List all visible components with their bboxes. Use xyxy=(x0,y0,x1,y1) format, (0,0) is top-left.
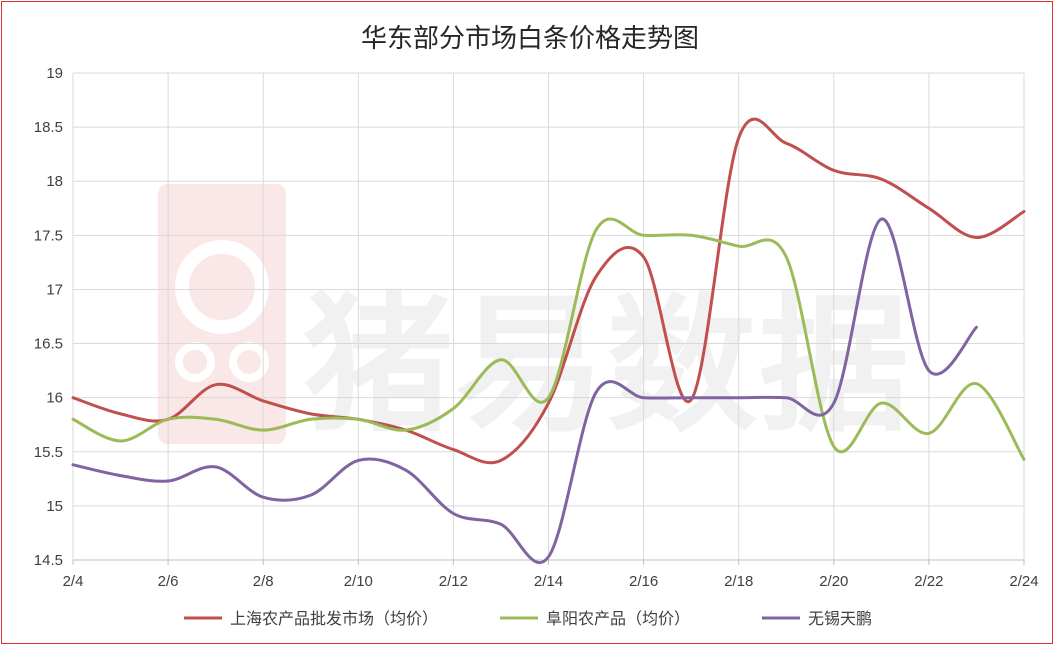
series-line-1 xyxy=(71,117,1026,465)
x-tick-label: 2/4 xyxy=(63,573,84,590)
legend-label-1: 上海农产品批发市场（均价） xyxy=(230,609,438,628)
x-tick-label: 2/18 xyxy=(724,573,753,590)
watermark-logo: 猪易数据 xyxy=(158,184,911,453)
x-tick-label: 2/24 xyxy=(1009,573,1038,590)
series-line-3 xyxy=(71,217,978,565)
y-axis-tick-labels: 14.5 15 15.5 16 16.5 17 17.5 18 18.5 19 xyxy=(34,65,63,569)
x-tick-label: 2/22 xyxy=(914,573,943,590)
y-tick-label: 17 xyxy=(46,281,63,298)
legend-label-3: 无锡天鹏 xyxy=(808,609,872,628)
x-tick-label: 2/10 xyxy=(344,573,373,590)
y-tick-label: 17.5 xyxy=(34,227,63,244)
legend-label-2: 阜阳农产品（均价） xyxy=(546,609,690,628)
axes xyxy=(72,73,1025,565)
series-line-2 xyxy=(71,217,1026,461)
y-tick-label: 18 xyxy=(46,173,63,190)
y-tick-label: 18.5 xyxy=(34,119,63,136)
x-tick-label: 2/14 xyxy=(534,573,563,590)
y-tick-label: 15 xyxy=(46,498,63,515)
x-axis-tick-labels: 2/4 2/6 2/8 2/10 2/12 2/14 2/16 2/18 2/20 2/22 2/2… xyxy=(63,573,1039,590)
watermark-logo-dot-left xyxy=(175,342,215,382)
y-tick-label: 16.5 xyxy=(34,336,63,353)
y-tick-label: 16 xyxy=(46,390,63,407)
y-tick-label: 19 xyxy=(46,65,63,82)
series-lines xyxy=(71,117,1026,565)
x-tick-label: 2/8 xyxy=(253,573,274,590)
x-tick-label: 2/20 xyxy=(819,573,848,590)
x-tick-label: 2/16 xyxy=(629,573,658,590)
legend: 上海农产品批发市场（均价） 阜阳农产品（均价） 无锡天鹏 xyxy=(184,609,872,628)
x-tick-label: 2/6 xyxy=(158,573,179,590)
y-tick-label: 15.5 xyxy=(34,444,63,461)
watermark-text: 猪易数据 xyxy=(303,279,911,453)
watermark-logo-dot-right xyxy=(229,342,269,382)
y-tick-label: 14.5 xyxy=(34,552,63,569)
x-tick-label: 2/12 xyxy=(439,573,468,590)
watermark-logo-ring xyxy=(175,240,269,334)
chart-title: 华东部分市场白条价格走势图 xyxy=(361,24,699,54)
watermark-logo-badge xyxy=(158,184,286,444)
